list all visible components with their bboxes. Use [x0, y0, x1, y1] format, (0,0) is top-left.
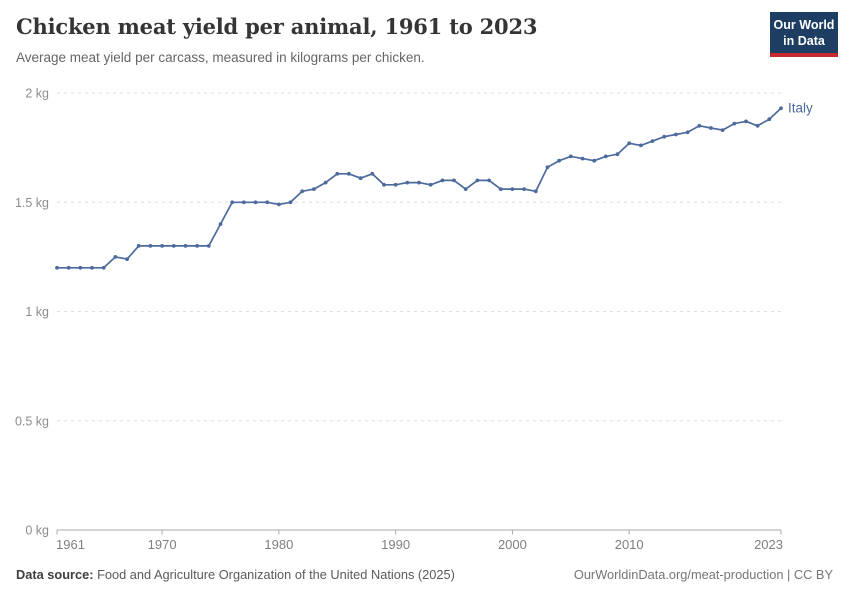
data-point[interactable] — [300, 189, 305, 194]
data-point[interactable] — [125, 257, 129, 261]
y-tick-label: 0 kg — [25, 524, 49, 538]
x-tick-label: 1961 — [56, 537, 85, 552]
data-point[interactable] — [662, 134, 667, 139]
owid-logo-line1: Our World — [773, 18, 835, 32]
data-point[interactable] — [592, 158, 597, 163]
data-point[interactable] — [767, 117, 772, 122]
data-point[interactable] — [241, 200, 246, 205]
data-point[interactable] — [568, 154, 573, 159]
data-point[interactable] — [218, 222, 223, 227]
series-line-italy — [56, 107, 782, 269]
data-point[interactable] — [615, 152, 620, 157]
data-point[interactable] — [288, 200, 293, 205]
data-point[interactable] — [709, 126, 713, 130]
data-point[interactable] — [370, 171, 375, 176]
data-point[interactable] — [113, 255, 118, 259]
data-point[interactable] — [195, 244, 200, 248]
y-tick-label: 1.5 kg — [15, 196, 49, 210]
x-tick-label: 1980 — [264, 537, 293, 552]
y-tick-label: 2 kg — [25, 87, 49, 101]
data-point[interactable] — [650, 139, 655, 144]
data-point[interactable] — [685, 130, 690, 135]
chart-subtitle: Average meat yield per carcass, measured… — [16, 50, 425, 65]
data-point[interactable] — [674, 132, 678, 137]
data-source-text: Data source: Food and Agriculture Organi… — [16, 567, 455, 582]
data-point[interactable] — [498, 187, 503, 192]
data-point[interactable] — [206, 244, 211, 248]
data-point[interactable] — [90, 265, 94, 270]
data-point[interactable] — [755, 123, 760, 128]
data-point[interactable] — [335, 171, 340, 176]
data-point[interactable] — [277, 202, 281, 207]
data-point[interactable] — [779, 106, 783, 111]
data-point[interactable] — [639, 143, 643, 148]
owid-logo[interactable]: Our World in Data — [770, 12, 838, 57]
data-point[interactable] — [732, 121, 737, 126]
data-point[interactable] — [183, 244, 188, 248]
chart-title: Chicken meat yield per animal, 1961 to 2… — [16, 14, 538, 39]
y-tick-label: 1 kg — [25, 305, 49, 319]
data-point[interactable] — [533, 189, 538, 194]
data-point[interactable] — [545, 165, 550, 170]
data-point[interactable] — [136, 244, 141, 248]
data-point[interactable] — [744, 119, 748, 124]
data-point[interactable] — [253, 200, 258, 205]
data-point[interactable] — [405, 180, 410, 185]
x-tick-label: 2023 — [754, 537, 783, 552]
x-tick-label: 2010 — [615, 537, 644, 552]
data-point[interactable] — [358, 176, 363, 181]
data-point[interactable] — [101, 265, 106, 270]
owid-logo-line2: in Data — [783, 34, 825, 48]
data-point[interactable] — [382, 182, 386, 187]
data-point[interactable] — [475, 178, 480, 183]
data-point[interactable] — [66, 265, 71, 270]
data-point[interactable] — [148, 244, 153, 248]
data-point[interactable] — [557, 158, 561, 163]
x-tick-label: 2000 — [498, 537, 527, 552]
y-tick-label: 0.5 kg — [15, 414, 49, 428]
credit-link[interactable]: OurWorldinData.org/meat-production | CC … — [573, 567, 833, 582]
x-tick-label: 1990 — [381, 537, 410, 552]
data-point[interactable] — [171, 244, 176, 248]
data-point[interactable] — [417, 180, 421, 185]
data-point[interactable] — [463, 187, 468, 192]
data-source-value: Food and Agriculture Organization of the… — [93, 567, 455, 582]
data-point[interactable] — [160, 244, 165, 248]
data-point[interactable] — [603, 154, 608, 159]
data-point[interactable] — [230, 200, 235, 205]
data-point[interactable] — [720, 128, 725, 133]
data-point[interactable] — [312, 187, 316, 192]
data-point[interactable] — [78, 265, 83, 270]
series-end-label: Italy — [788, 100, 813, 115]
data-point[interactable] — [487, 178, 491, 183]
data-point[interactable] — [55, 265, 59, 270]
data-point[interactable] — [627, 141, 632, 146]
x-tick-label: 1970 — [148, 537, 177, 552]
data-point[interactable] — [522, 187, 526, 192]
data-point[interactable] — [440, 178, 445, 183]
data-point[interactable] — [452, 178, 456, 183]
data-point[interactable] — [580, 156, 585, 161]
data-point[interactable] — [510, 187, 515, 192]
data-source-label: Data source: — [16, 567, 94, 582]
data-point[interactable] — [347, 171, 351, 176]
data-point[interactable] — [265, 200, 270, 205]
data-point[interactable] — [323, 180, 328, 185]
data-point[interactable] — [393, 182, 398, 187]
chart-footer: Data source: Food and Agriculture Organi… — [16, 567, 833, 582]
data-point[interactable] — [428, 182, 433, 187]
data-point[interactable] — [697, 123, 702, 128]
